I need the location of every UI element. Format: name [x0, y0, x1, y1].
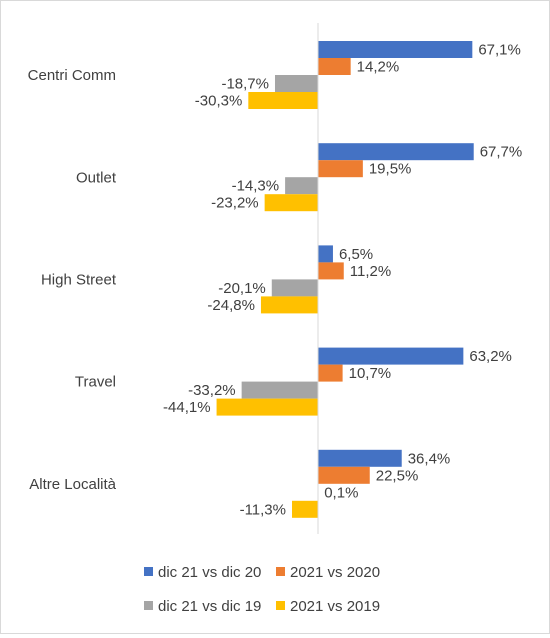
legend-label-4: 2021 vs 2019 — [290, 598, 380, 615]
data-label-outlet-series-1: 67,7% — [480, 144, 523, 161]
data-label-travel-series-2: 10,7% — [349, 365, 392, 382]
data-label-centri-comm-series-1: 67,1% — [478, 41, 521, 58]
legend: dic 21 vs dic 20 2021 vs 2020 dic 21 vs di… — [144, 564, 380, 615]
data-label-high-street-series-3: -20,1% — [218, 280, 266, 297]
data-label-high-street-series-2: 11,2% — [350, 263, 391, 280]
data-label-outlet-series-4: -23,2% — [211, 195, 259, 212]
bar-high-street-series-1 — [318, 245, 333, 263]
category-label-travel: Travel — [75, 374, 116, 391]
data-label-altre-localit-series-1: 36,4% — [408, 450, 451, 467]
bar-travel-series-1 — [318, 347, 464, 365]
bar-outlet-series-3 — [285, 177, 318, 195]
legend-swatch-2 — [276, 567, 285, 576]
data-label-travel-series-4: -44,1% — [163, 399, 211, 416]
legend-label-3: dic 21 vs dic 19 — [158, 598, 261, 615]
legend-swatch-4 — [276, 601, 285, 610]
bar-travel-series-2 — [318, 364, 343, 382]
legend-label-1: dic 21 vs dic 20 — [158, 564, 261, 581]
category-labels: Centri Comm Outlet High Street Travel Altre … — [28, 67, 117, 493]
category-label-high-street: High Street — [41, 271, 117, 288]
bar-centri-comm-series-3 — [274, 75, 318, 92]
category-label-outlet: Outlet — [76, 169, 117, 186]
data-labels: 67,1%14,2%-18,7%-30,3%67,7%19,5%-14,3%-2… — [163, 41, 522, 518]
data-label-high-street-series-4: -24,8% — [207, 297, 255, 314]
data-label-centri-comm-series-2: 14,2% — [357, 58, 400, 75]
bar-altre-localit-series-1 — [318, 449, 402, 467]
bar-centri-comm-series-4 — [248, 92, 318, 109]
data-label-travel-series-1: 63,2% — [469, 348, 512, 365]
bar-high-street-series-3 — [271, 279, 318, 297]
bar-altre-localit-series-4 — [292, 500, 318, 518]
bar-travel-series-4 — [216, 398, 318, 416]
data-label-outlet-series-3: -14,3% — [232, 178, 280, 195]
bar-outlet-series-1 — [318, 143, 474, 161]
bar-travel-series-3 — [241, 381, 318, 399]
data-label-centri-comm-series-4: -30,3% — [195, 92, 243, 109]
legend-swatch-1 — [144, 567, 153, 576]
bar-centri-comm-series-2 — [318, 58, 351, 75]
data-label-outlet-series-2: 19,5% — [369, 161, 412, 178]
data-label-altre-localit-series-4: -11,3% — [240, 501, 286, 518]
bar-altre-localit-series-2 — [318, 466, 370, 484]
bar-outlet-series-2 — [318, 160, 363, 178]
plot-area — [216, 41, 474, 518]
category-label-altre-localit: Altre Località — [29, 476, 116, 493]
category-label-centri-comm: Centri Comm — [28, 67, 116, 84]
bar-high-street-series-4 — [260, 296, 318, 314]
bar-outlet-series-4 — [264, 194, 318, 212]
bar-centri-comm-series-1 — [318, 41, 473, 58]
bar-high-street-series-2 — [318, 262, 344, 280]
data-label-travel-series-3: -33,2% — [188, 382, 236, 399]
legend-swatch-3 — [144, 601, 153, 610]
data-label-altre-localit-series-2: 22,5% — [376, 467, 419, 484]
data-label-high-street-series-1: 6,5% — [339, 246, 373, 263]
data-label-altre-localit-series-3: 0,1% — [324, 484, 358, 501]
legend-label-2: 2021 vs 2020 — [290, 564, 380, 581]
data-label-centri-comm-series-3: -18,7% — [221, 75, 269, 92]
